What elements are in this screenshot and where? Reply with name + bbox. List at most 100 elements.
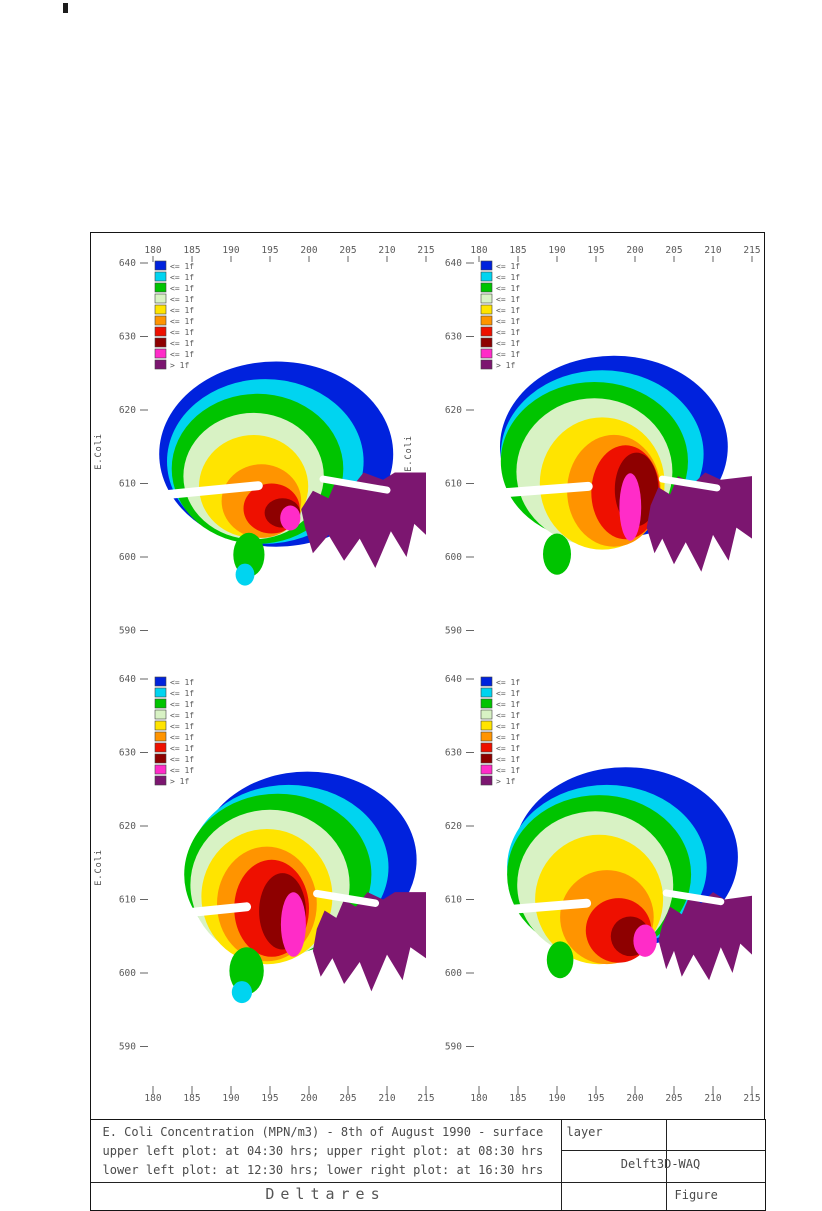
y-tick-label: 600	[445, 968, 462, 979]
x-tick-label: 205	[339, 1093, 356, 1104]
legend-label: <= 1f	[170, 284, 194, 293]
contour-ring	[633, 924, 657, 957]
legend-label: <= 1f	[496, 339, 520, 348]
title-block-divider	[560, 1149, 765, 1151]
legend-label: <= 1f	[170, 295, 194, 304]
legend-label: <= 1f	[496, 295, 520, 304]
legend-swatch	[154, 293, 167, 304]
legend-label: <= 1f	[170, 711, 194, 720]
legend-label: <= 1f	[496, 273, 520, 282]
legend-swatch	[154, 282, 167, 293]
legend-swatch	[154, 698, 167, 709]
jetty-channel	[140, 481, 263, 502]
legend-label: <= 1f	[170, 350, 194, 359]
legend-label: <= 1f	[496, 328, 520, 337]
legend-label: <= 1f	[496, 766, 520, 775]
contour-region-purple	[301, 472, 426, 568]
legend-label: <= 1f	[170, 733, 194, 742]
legend-label: <= 1f	[170, 339, 194, 348]
x-tick-label: 195	[261, 1093, 278, 1104]
y-tick-label: 590	[445, 1042, 462, 1053]
model-name: Delft3D-WAQ	[620, 1156, 701, 1171]
legend-swatch	[154, 742, 167, 753]
y-tick-label: 620	[445, 405, 462, 416]
jetty-channel	[466, 481, 593, 500]
legend-swatch	[154, 676, 167, 687]
legend-swatch	[154, 326, 167, 337]
y-tick-label: 640	[119, 258, 136, 269]
legend-label: <= 1f	[170, 678, 194, 687]
legend-swatch	[154, 775, 167, 786]
title-block-divider	[90, 1181, 765, 1183]
y-tick-label: 610	[119, 479, 136, 490]
legend-label: <= 1f	[170, 273, 194, 282]
figure-title-line1: E. Coli Concentration (MPN/m3) - 8th of …	[102, 1124, 544, 1139]
contour-region-purple	[312, 892, 426, 992]
x-tick-label: 185	[509, 245, 526, 256]
y-tick-label: 590	[119, 1042, 136, 1053]
contour-ring	[280, 505, 301, 531]
contour-region-purple	[646, 472, 752, 572]
legend-swatch	[154, 720, 167, 731]
jetty-channel	[466, 898, 592, 918]
legend-label: <= 1f	[170, 700, 194, 709]
x-tick-label: 190	[222, 245, 239, 256]
legend-label: > 1f	[496, 777, 515, 786]
x-tick-label: 215	[417, 245, 434, 256]
legend-label: <= 1f	[496, 306, 520, 315]
plot-upper-right: 180 185 190 195 200 205 210 215 640 630 620 610 600 5…	[445, 245, 761, 637]
legend-swatch	[480, 260, 493, 271]
legend-label: <= 1f	[496, 350, 520, 359]
x-tick-label: 210	[704, 1093, 721, 1104]
contour-patch	[543, 533, 571, 575]
x-tick-label: 200	[626, 1093, 643, 1104]
legend-label: <= 1f	[170, 766, 194, 775]
legend-label: <= 1f	[496, 733, 520, 742]
legend-label: <= 1f	[496, 317, 520, 326]
x-tick-label: 200	[300, 245, 317, 256]
y-tick-label: 590	[445, 626, 462, 637]
plot-lower-right: 180 185 190 195 200 205 210 215 640 630 620 610 600 5…	[445, 674, 761, 1104]
legend-label: <= 1f	[496, 744, 520, 753]
y-tick-label: 610	[445, 895, 462, 906]
y-axis-label: E.Coli	[94, 433, 104, 470]
x-tick-label: 195	[587, 1093, 604, 1104]
y-tick-label: 640	[445, 258, 462, 269]
legend-label: <= 1f	[170, 306, 194, 315]
jetty-channel	[140, 902, 252, 922]
x-tick-label: 215	[417, 1093, 434, 1104]
legend-label: <= 1f	[496, 262, 520, 271]
y-tick-label: 630	[445, 748, 462, 759]
figure-frame: E.Coli E.Coli E.Coli E.Coli E. Coli Conc…	[89, 232, 766, 1211]
x-tick-label: 180	[470, 1093, 487, 1104]
x-tick-label: 195	[261, 245, 278, 256]
legend-label: <= 1f	[496, 689, 520, 698]
x-tick-label: 215	[743, 1093, 760, 1104]
x-tick-label: 185	[183, 1093, 200, 1104]
legend-swatch	[154, 731, 167, 742]
y-tick-label: 640	[119, 674, 136, 685]
jetty-channel	[319, 475, 391, 494]
x-tick-label: 195	[587, 245, 604, 256]
y-tick-label: 620	[119, 405, 136, 416]
legend-label: > 1f	[170, 777, 189, 786]
legend-swatch	[480, 337, 493, 348]
legend-swatch	[154, 764, 167, 775]
title-block-divider	[560, 1119, 562, 1210]
legend-swatch	[480, 775, 493, 786]
x-tick-label: 215	[743, 245, 760, 256]
legend-label: <= 1f	[496, 722, 520, 731]
y-axis-label: E.Coli	[94, 849, 104, 886]
legend-swatch	[154, 315, 167, 326]
x-tick-label: 205	[665, 1093, 682, 1104]
x-tick-label: 180	[470, 245, 487, 256]
legend-swatch	[154, 359, 167, 370]
y-tick-label: 600	[445, 552, 462, 563]
plot-upper-left: 180 185 190 195 200 205 210 215 640 630 620 610 600 5…	[119, 245, 435, 637]
title-block-divider	[665, 1119, 667, 1210]
x-tick-label: 190	[548, 245, 565, 256]
legend-swatch	[480, 720, 493, 731]
legend-swatch	[480, 271, 493, 282]
x-tick-label: 205	[339, 245, 356, 256]
legend-label: <= 1f	[496, 284, 520, 293]
